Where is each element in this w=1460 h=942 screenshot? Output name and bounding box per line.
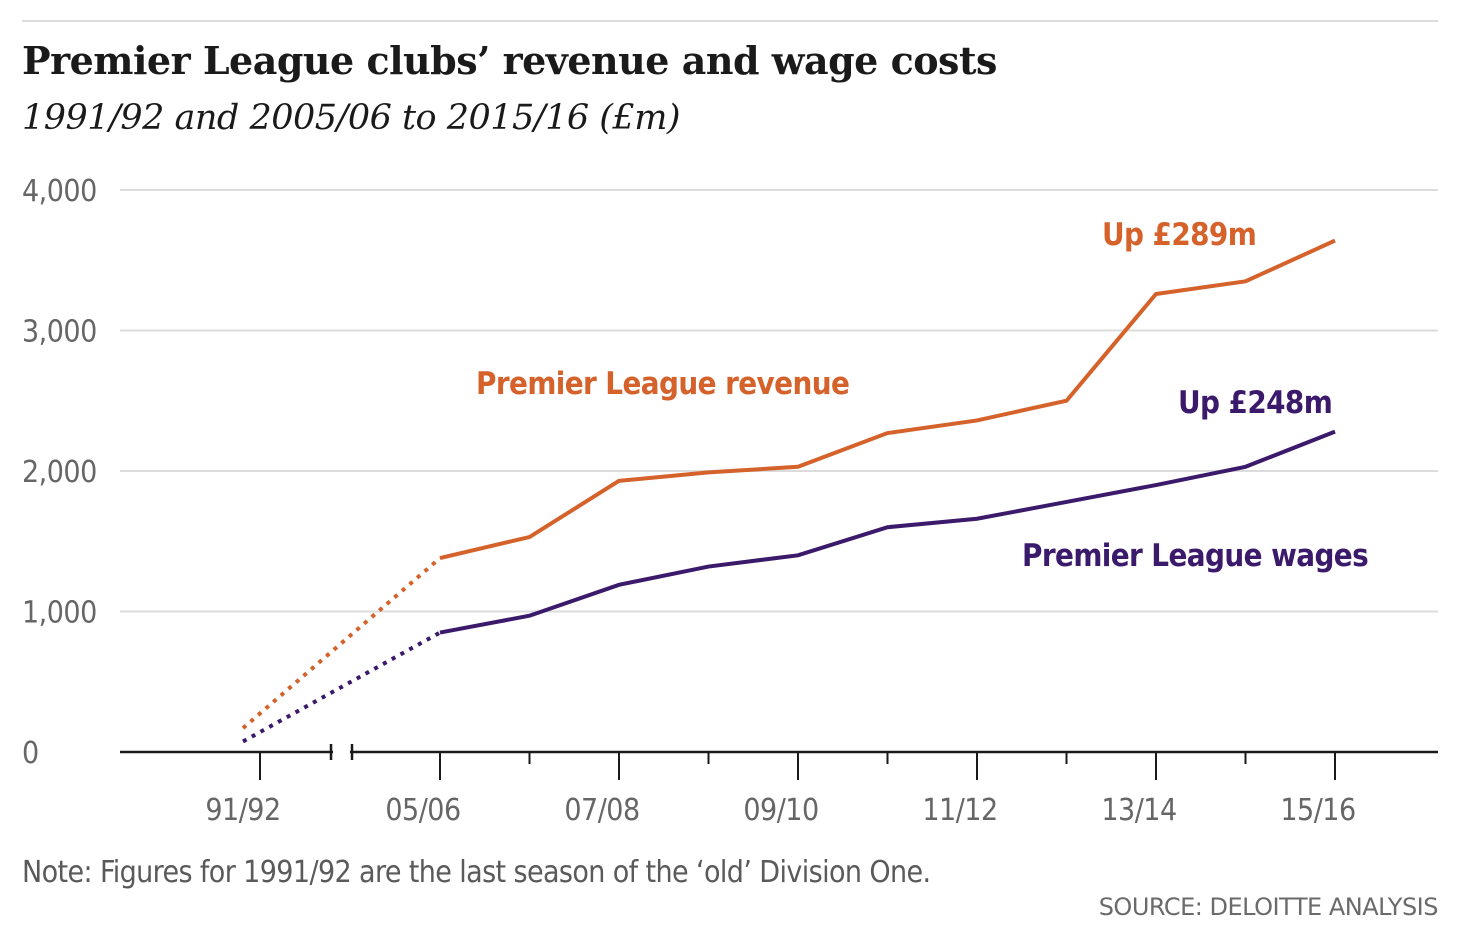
- wages-change-annotation: Up £248m: [1178, 385, 1332, 421]
- gridlines: [120, 189, 1438, 613]
- series-labels: Premier League revenue Premier League wa…: [476, 217, 1369, 574]
- x-tick-label-91-92: 91/92: [205, 793, 280, 828]
- y-tick-label-4000: 4,000: [22, 174, 97, 209]
- wages-series-label: Premier League wages: [1022, 538, 1368, 574]
- x-tick-label-13-14: 13/14: [1101, 793, 1176, 828]
- chart-title: Premier League clubs’ revenue and wage c…: [22, 38, 997, 83]
- x-tick-label-15-16: 15/16: [1280, 793, 1355, 828]
- footnote: Note: Figures for 1991/92 are the last s…: [22, 855, 931, 890]
- revenue-line: [439, 238, 1336, 561]
- revenue-change-annotation: Up £289m: [1102, 217, 1256, 253]
- y-axis-ticks: 0 1,000 2,000 3,000 4,000: [22, 174, 97, 771]
- revenue-series-label: Premier League revenue: [476, 366, 849, 402]
- x-tick-label-07-08: 07/08: [564, 793, 639, 828]
- y-tick-label-1000: 1,000: [22, 596, 97, 631]
- wages-line: [439, 429, 1336, 635]
- top-rule: [22, 20, 1438, 22]
- source-credit: SOURCE: DELOITTE ANALYSIS: [1098, 893, 1439, 921]
- x-axis-ticks: 91/92 05/06 07/08 09/10 11/12 13/14 15/16: [205, 752, 1356, 828]
- y-tick-label-3000: 3,000: [22, 315, 97, 350]
- chart-subtitle: 1991/92 and 2005/06 to 2015/16 (£m): [22, 98, 681, 138]
- revenue-dotted-segment: [241, 556, 442, 730]
- x-axis: [120, 744, 1438, 760]
- series-lines: [241, 238, 1336, 744]
- x-tick-label-05-06: 05/06: [385, 793, 460, 828]
- y-tick-label-2000: 2,000: [22, 455, 97, 490]
- wages-dotted-segment: [242, 630, 441, 744]
- x-tick-label-11-12: 11/12: [922, 793, 997, 828]
- x-tick-label-09-10: 09/10: [743, 793, 818, 828]
- y-tick-label-0: 0: [22, 736, 39, 771]
